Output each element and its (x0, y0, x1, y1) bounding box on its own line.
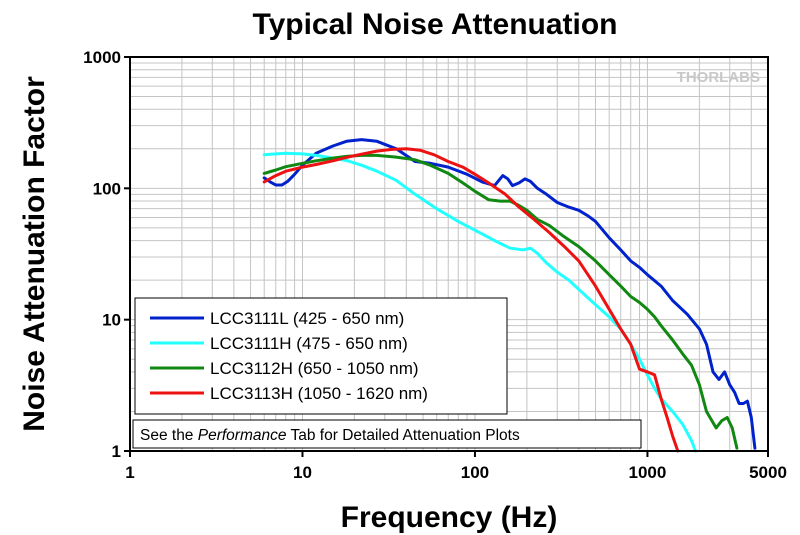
note-suffix: Tab for Detailed Attenuation Plots (286, 427, 519, 444)
x-axis-title: Frequency (Hz) (341, 501, 558, 534)
legend-label: LCC3112H (650 - 1050 nm) (210, 359, 419, 378)
axis-ticks (124, 56, 769, 457)
y-tick-labels: 1 10 100 1000 (83, 48, 121, 461)
note-emphasis: Performance (198, 427, 287, 444)
x-tick-labels: 1 10 100 1000 5000 (125, 463, 787, 482)
x-tick-label: 10 (293, 463, 312, 482)
y-axis-title: Noise Attenuation Factor (18, 76, 51, 432)
y-tick-label: 1 (112, 442, 121, 461)
x-tick-label: 1000 (629, 463, 667, 482)
note-prefix: See the (140, 427, 198, 444)
y-tick-label: 10 (102, 311, 121, 330)
series-layer (262, 138, 757, 453)
note-frame (132, 419, 642, 449)
plot-frame (129, 56, 769, 452)
series-line (262, 138, 757, 450)
legend: LCC3111L (425 - 650 nm) LCC3111H (475 - 6… (134, 297, 508, 415)
legend-label: LCC3113H (1050 - 1620 nm) (210, 384, 428, 403)
x-tick-label: 100 (461, 463, 489, 482)
note-text: See the Performance Tab for Detailed Att… (140, 427, 520, 444)
legend-box (134, 297, 508, 415)
series-line (262, 147, 680, 453)
x-tick-label: 1 (125, 463, 134, 482)
y-tick-label: 100 (93, 179, 121, 198)
x-tick-label: 5000 (749, 463, 787, 482)
chart-title: Typical Noise Attenuation (252, 8, 617, 41)
legend-label: LCC3111L (425 - 650 nm) (210, 309, 404, 328)
legend-label: LCC3111H (475 - 650 nm) (210, 334, 408, 353)
y-tick-label: 1000 (83, 48, 121, 67)
note-box: See the Performance Tab for Detailed Att… (132, 419, 642, 449)
watermark-logo: THORLABS (677, 69, 760, 86)
